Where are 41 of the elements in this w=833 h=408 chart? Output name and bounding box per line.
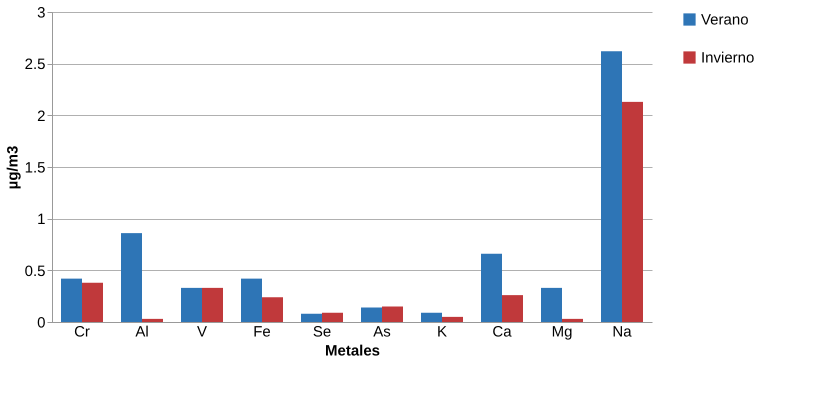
x-tick-label: Fe xyxy=(253,324,271,340)
bar xyxy=(382,306,403,322)
bar xyxy=(361,308,382,322)
legend-label: Verano xyxy=(701,12,749,28)
bar xyxy=(61,278,82,322)
bar xyxy=(142,318,163,322)
bar xyxy=(562,318,583,322)
y-tick-label: 1 xyxy=(37,211,46,228)
x-tick-label: Al xyxy=(135,324,149,340)
bar xyxy=(421,312,442,322)
bar xyxy=(241,278,262,322)
x-axis-title: Metales xyxy=(324,342,380,360)
y-axis-title: µg/m3 xyxy=(4,146,22,190)
bar xyxy=(322,312,343,322)
y-tick-label: 2 xyxy=(37,108,46,125)
x-tick-label: Na xyxy=(612,324,632,340)
bar xyxy=(502,295,523,322)
y-tick-label: 3 xyxy=(37,4,46,22)
bar xyxy=(442,316,463,322)
bar xyxy=(601,51,622,322)
x-tick-label: Ca xyxy=(492,324,512,340)
bar xyxy=(301,314,322,322)
x-tick-label: V xyxy=(196,324,208,340)
y-tick-label: 0.5 xyxy=(24,262,46,280)
y-tick-label: 1.5 xyxy=(24,160,46,176)
bar xyxy=(262,297,283,322)
bar xyxy=(481,254,502,322)
x-tick-label: As xyxy=(373,324,391,340)
bar xyxy=(622,102,643,322)
x-tick-label: Se xyxy=(312,324,332,340)
x-tick-label: K xyxy=(436,324,448,340)
bar xyxy=(181,288,202,322)
x-tick-label: Mg xyxy=(552,324,572,340)
bar xyxy=(541,288,562,322)
bar xyxy=(82,282,103,322)
legend-label: Invierno xyxy=(701,50,754,66)
y-tick-label: 2.5 xyxy=(24,56,46,74)
x-tick-label: Cr xyxy=(74,324,90,340)
bar xyxy=(202,288,223,322)
bar xyxy=(121,233,142,322)
y-tick-label: 0 xyxy=(37,314,46,332)
